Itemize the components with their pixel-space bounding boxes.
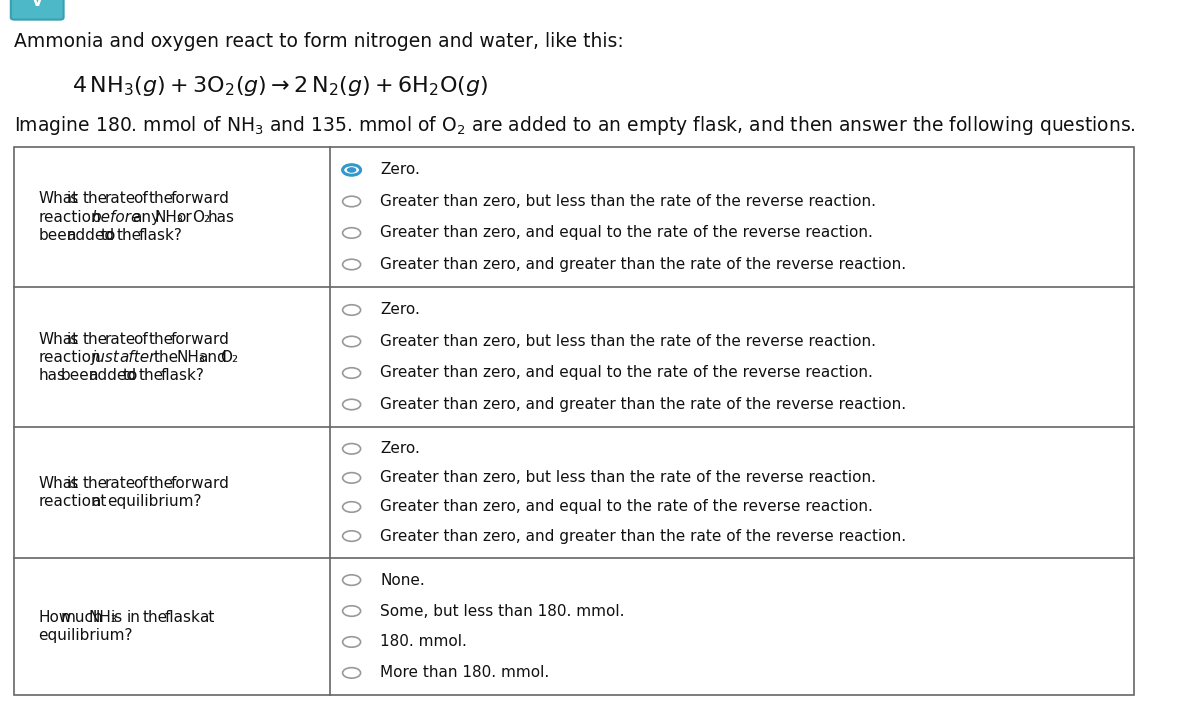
Text: reaction: reaction — [38, 210, 101, 225]
Circle shape — [343, 228, 361, 238]
Text: O₂: O₂ — [220, 350, 238, 365]
Circle shape — [343, 606, 361, 616]
Text: Zero.: Zero. — [380, 303, 420, 318]
Text: Imagine 180. mmol of $\mathrm{NH_3}$ and 135. mmol of $\mathrm{O_2}$ are added t: Imagine 180. mmol of $\mathrm{NH_3}$ and… — [14, 114, 1136, 137]
Circle shape — [343, 196, 361, 207]
Text: What: What — [38, 476, 78, 491]
Bar — [14, 147, 1134, 695]
Text: Greater than zero, and equal to the rate of the reverse reaction.: Greater than zero, and equal to the rate… — [380, 365, 874, 381]
Circle shape — [343, 444, 361, 454]
Text: is: is — [67, 191, 79, 207]
Text: at: at — [199, 610, 214, 625]
Text: forward: forward — [170, 191, 229, 207]
Circle shape — [343, 368, 361, 379]
Circle shape — [343, 259, 361, 270]
Text: Greater than zero, and equal to the rate of the reverse reaction.: Greater than zero, and equal to the rate… — [380, 500, 874, 515]
Text: just: just — [91, 350, 119, 365]
Text: forward: forward — [170, 332, 229, 346]
Text: and: and — [198, 350, 227, 365]
Circle shape — [343, 531, 361, 541]
Text: NH₃: NH₃ — [176, 350, 205, 365]
Text: equilibrium?: equilibrium? — [38, 628, 133, 643]
Circle shape — [343, 667, 361, 678]
Text: Zero.: Zero. — [380, 163, 420, 177]
Text: $4\,\mathrm{NH_3}(g)+3\mathrm{O_2}(g)\rightarrow 2\,\mathrm{N_2}(g)+6\mathrm{H_2: $4\,\mathrm{NH_3}(g)+3\mathrm{O_2}(g)\ri… — [72, 74, 488, 97]
Text: flask: flask — [164, 610, 200, 625]
Circle shape — [343, 637, 361, 647]
Text: to: to — [101, 228, 116, 243]
Circle shape — [343, 502, 361, 512]
Text: has: has — [38, 368, 66, 383]
Text: Greater than zero, but less than the rate of the reverse reaction.: Greater than zero, but less than the rat… — [380, 194, 876, 209]
Text: is: is — [67, 476, 79, 491]
Circle shape — [343, 165, 361, 175]
Text: More than 180. mmol.: More than 180. mmol. — [380, 665, 550, 681]
Text: been: been — [60, 368, 98, 383]
Text: been: been — [38, 228, 77, 243]
Text: of: of — [133, 332, 148, 346]
Circle shape — [343, 336, 361, 347]
Text: has: has — [208, 210, 235, 225]
Text: after: after — [120, 350, 156, 365]
Text: in: in — [126, 610, 140, 625]
Text: to: to — [124, 368, 138, 383]
Text: 180. mmol.: 180. mmol. — [380, 634, 467, 649]
Text: the: the — [139, 368, 164, 383]
Text: equilibrium?: equilibrium? — [107, 494, 202, 509]
Text: flask?: flask? — [161, 368, 205, 383]
Text: at: at — [91, 494, 107, 509]
Text: rate: rate — [104, 476, 136, 491]
Text: is: is — [110, 610, 122, 625]
Circle shape — [343, 305, 361, 315]
Text: much: much — [60, 610, 103, 625]
Text: the: the — [83, 191, 108, 207]
Text: Some, but less than 180. mmol.: Some, but less than 180. mmol. — [380, 604, 625, 618]
Text: added: added — [89, 368, 137, 383]
Text: the: the — [83, 332, 108, 346]
Text: or: or — [176, 210, 192, 225]
Text: added: added — [67, 228, 115, 243]
Circle shape — [347, 167, 356, 172]
Text: v: v — [31, 0, 43, 10]
Text: Greater than zero, but less than the rate of the reverse reaction.: Greater than zero, but less than the rat… — [380, 470, 876, 485]
Text: the: the — [83, 476, 108, 491]
Text: of: of — [133, 191, 148, 207]
Text: What: What — [38, 332, 78, 346]
Text: rate: rate — [104, 332, 136, 346]
Text: O₂: O₂ — [192, 210, 210, 225]
Text: the: the — [116, 228, 142, 243]
Text: Greater than zero, and equal to the rate of the reverse reaction.: Greater than zero, and equal to the rate… — [380, 226, 874, 240]
Text: Zero.: Zero. — [380, 442, 420, 456]
Text: Greater than zero, and greater than the rate of the reverse reaction.: Greater than zero, and greater than the … — [380, 397, 906, 412]
Text: NH₃: NH₃ — [89, 610, 118, 625]
Text: None.: None. — [380, 573, 425, 587]
Circle shape — [343, 400, 361, 410]
Text: forward: forward — [170, 476, 229, 491]
Text: of: of — [133, 476, 148, 491]
Text: Greater than zero, and greater than the rate of the reverse reaction.: Greater than zero, and greater than the … — [380, 257, 906, 272]
Text: the: the — [149, 191, 174, 207]
Circle shape — [343, 472, 361, 483]
Text: the: the — [149, 332, 174, 346]
Text: the: the — [143, 610, 167, 625]
FancyBboxPatch shape — [11, 0, 64, 20]
Text: the: the — [154, 350, 179, 365]
Text: rate: rate — [104, 191, 136, 207]
Text: What: What — [38, 191, 78, 207]
Text: the: the — [149, 476, 174, 491]
Text: before: before — [91, 210, 140, 225]
Text: reaction: reaction — [38, 494, 101, 509]
Text: NH₃: NH₃ — [154, 210, 182, 225]
Text: any: any — [132, 210, 160, 225]
Text: Greater than zero, but less than the rate of the reverse reaction.: Greater than zero, but less than the rat… — [380, 334, 876, 349]
Text: How: How — [38, 610, 72, 625]
Text: reaction: reaction — [38, 350, 101, 365]
Text: flask?: flask? — [139, 228, 182, 243]
Circle shape — [343, 575, 361, 585]
Text: is: is — [67, 332, 79, 346]
Text: Ammonia and oxygen react to form nitrogen and water, like this:: Ammonia and oxygen react to form nitroge… — [14, 32, 624, 50]
Text: Greater than zero, and greater than the rate of the reverse reaction.: Greater than zero, and greater than the … — [380, 529, 906, 543]
